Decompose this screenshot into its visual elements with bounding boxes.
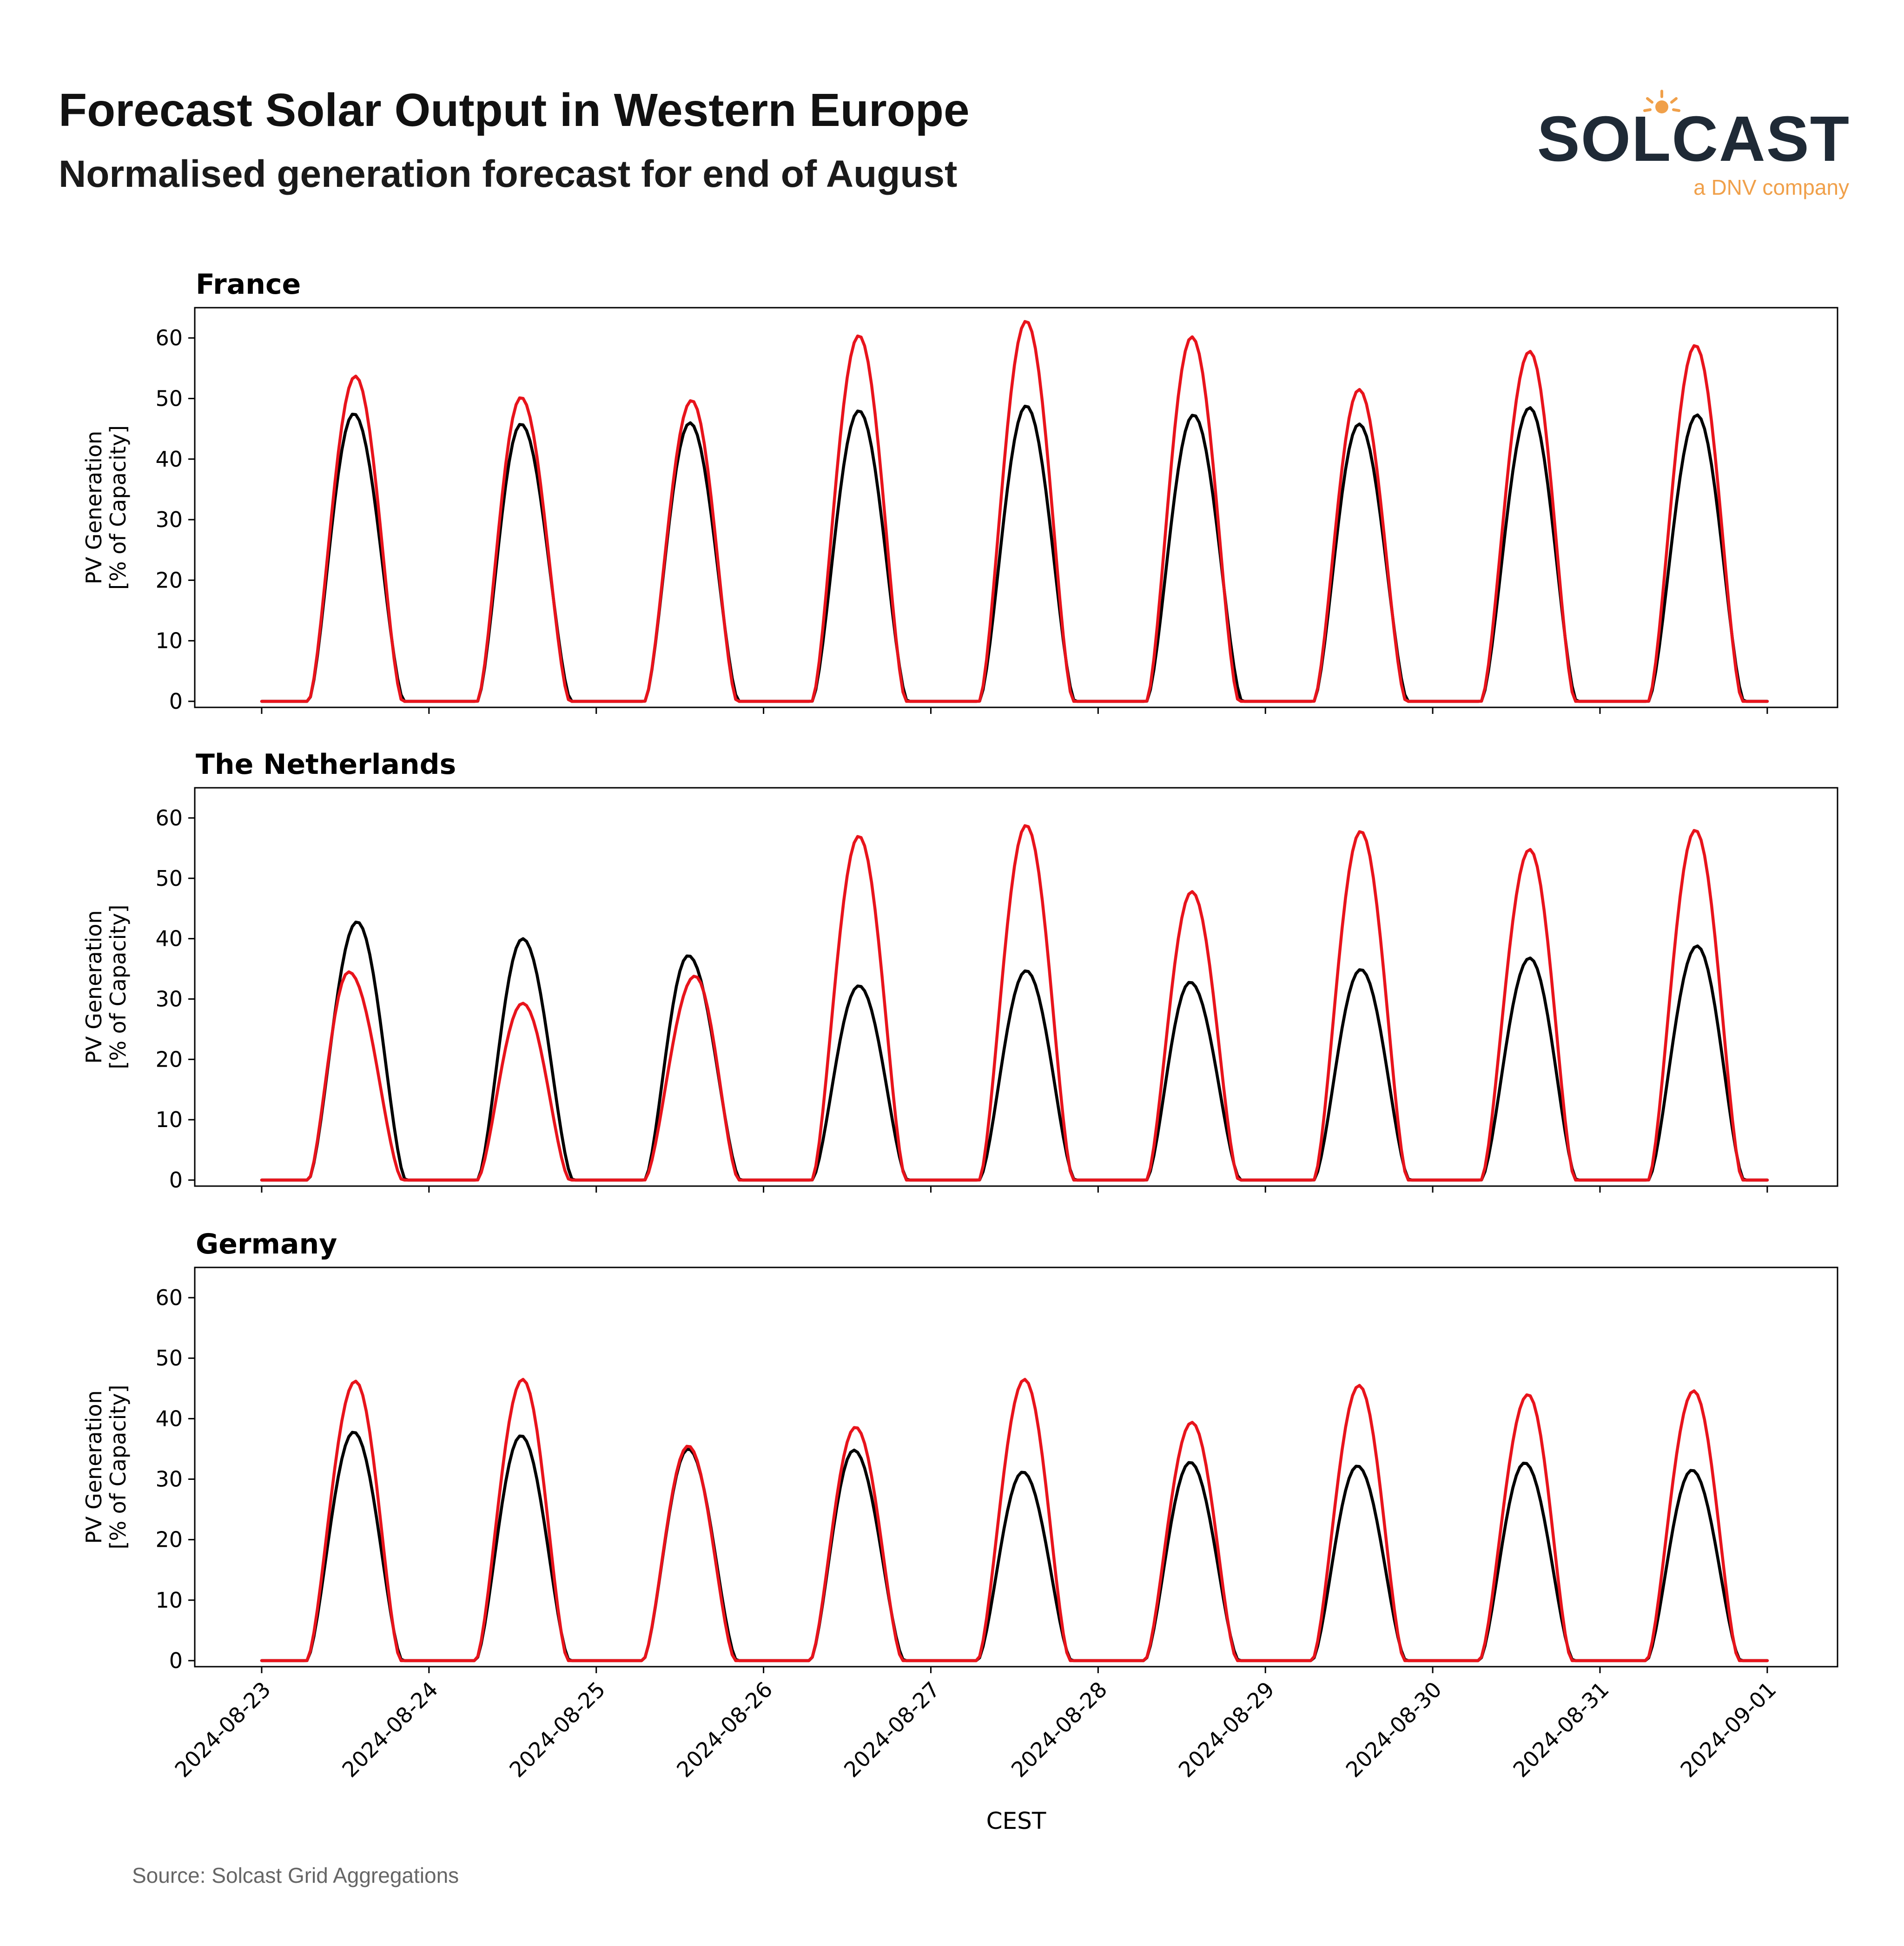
y-tick-label: 60 <box>155 805 183 831</box>
series-line-red <box>260 320 1769 703</box>
x-tick-label: 2024-08-30 <box>1341 1677 1447 1782</box>
sun-icon <box>1643 90 1680 113</box>
x-tick-label: 2024-08-29 <box>1174 1677 1279 1782</box>
y-tick-label: 50 <box>155 386 183 411</box>
x-tick-label: 2024-08-23 <box>170 1677 276 1782</box>
y-tick-label: 10 <box>155 628 183 653</box>
y-tick-label: 0 <box>169 1168 183 1193</box>
y-axis-label: PV Generation <box>81 1390 106 1544</box>
series-line-black <box>260 404 1769 703</box>
series-line-red <box>260 824 1769 1182</box>
solcast-logo: SOLCAST a DNV company <box>1537 88 1850 204</box>
x-tick-label: 2024-09-01 <box>1675 1677 1781 1782</box>
y-tick-label: 20 <box>155 1047 183 1072</box>
y-tick-label: 40 <box>155 447 183 472</box>
y-tick-label: 60 <box>155 1285 183 1310</box>
series-line-black <box>260 1431 1769 1662</box>
series-line-black <box>260 920 1769 1182</box>
panel-title-france: France <box>196 268 301 301</box>
series-line-red <box>260 1378 1769 1662</box>
x-tick-label: 2024-08-28 <box>1006 1677 1112 1782</box>
y-tick-label: 0 <box>169 689 183 714</box>
y-axis-label: [% of Capacity] <box>106 1385 131 1549</box>
y-tick-label: 30 <box>155 986 183 1011</box>
y-tick-label: 30 <box>155 507 183 532</box>
y-tick-label: 10 <box>155 1588 183 1613</box>
y-tick-label: 50 <box>155 1346 183 1371</box>
x-tick-label: 2024-08-27 <box>839 1677 945 1782</box>
y-tick-label: 20 <box>155 1527 183 1552</box>
y-tick-label: 10 <box>155 1107 183 1132</box>
source-note: Source: Solcast Grid Aggregations <box>132 1863 459 1887</box>
logo-wordmark: SOLCAST <box>1537 103 1850 175</box>
y-tick-label: 60 <box>155 325 183 350</box>
plot-frame <box>194 787 1838 1187</box>
page-title: Forecast Solar Output in Western Europe <box>59 84 970 136</box>
x-tick-label: 2024-08-26 <box>672 1677 777 1782</box>
plot-frame <box>194 307 1838 708</box>
y-axis-label: [% of Capacity] <box>106 425 131 590</box>
panel-title-germany: Germany <box>196 1228 337 1260</box>
x-tick-label: 2024-08-31 <box>1508 1677 1614 1782</box>
y-tick-label: 40 <box>155 1406 183 1431</box>
page-subtitle: Normalised generation forecast for end o… <box>59 153 958 195</box>
y-tick-label: 40 <box>155 926 183 951</box>
y-tick-label: 20 <box>155 567 183 593</box>
y-axis-label: PV Generation <box>81 910 106 1063</box>
x-tick-label: 2024-08-25 <box>504 1677 610 1782</box>
x-tick-label: 2024-08-24 <box>337 1677 443 1782</box>
y-axis-label: [% of Capacity] <box>106 904 131 1069</box>
y-tick-label: 50 <box>155 866 183 891</box>
x-axis-label: CEST <box>986 1807 1046 1834</box>
plot-frame <box>194 1267 1838 1668</box>
y-tick-label: 30 <box>155 1467 183 1492</box>
panel-title-the-netherlands: The Netherlands <box>196 748 456 781</box>
y-tick-label: 0 <box>169 1648 183 1673</box>
logo-tagline: a DNV company <box>1693 175 1849 199</box>
y-axis-label: PV Generation <box>81 431 106 584</box>
